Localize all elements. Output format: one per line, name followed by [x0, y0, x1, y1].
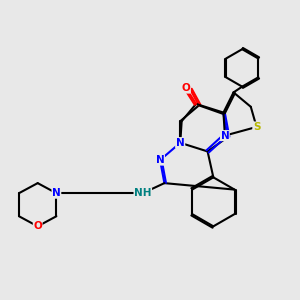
Text: O: O: [33, 221, 42, 231]
Text: N: N: [220, 130, 229, 141]
Text: NH: NH: [134, 188, 152, 198]
Text: N: N: [52, 188, 61, 198]
Text: O: O: [182, 83, 190, 93]
Text: S: S: [253, 122, 260, 132]
Text: N: N: [156, 155, 164, 165]
Text: N: N: [176, 138, 184, 148]
Text: N: N: [176, 138, 184, 148]
